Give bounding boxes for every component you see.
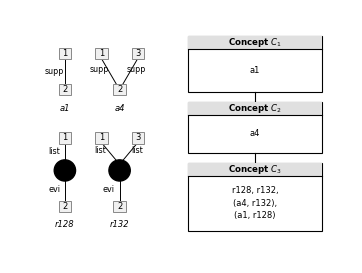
FancyBboxPatch shape [132,132,144,144]
FancyBboxPatch shape [95,132,108,144]
Bar [188,36,321,49]
Text: a1: a1 [250,66,260,75]
Text: 2: 2 [117,202,122,211]
FancyBboxPatch shape [132,48,144,60]
Ellipse shape [109,160,130,181]
Text: evi: evi [103,185,115,194]
Text: 3: 3 [135,49,140,58]
Text: a1: a1 [60,104,70,113]
Text: list: list [131,146,143,155]
Bar [188,163,321,176]
Text: supp: supp [89,65,109,74]
Bar [188,102,321,153]
Text: list: list [94,146,106,155]
Text: 1: 1 [99,49,104,58]
FancyBboxPatch shape [59,84,71,95]
FancyBboxPatch shape [95,48,108,60]
Text: a4: a4 [250,129,260,138]
FancyBboxPatch shape [113,200,126,212]
FancyBboxPatch shape [59,48,71,60]
Text: r132: r132 [110,219,129,229]
Text: r128: r128 [55,219,75,229]
Text: Concept $C_1$: Concept $C_1$ [228,36,282,49]
FancyBboxPatch shape [113,84,126,95]
Text: 2: 2 [117,85,122,94]
Text: Concept $C_3$: Concept $C_3$ [228,163,282,176]
Text: list: list [49,147,60,156]
Text: Concept $C_2$: Concept $C_2$ [228,102,282,115]
Text: r128, r132,
(a4, r132),
(a1, r128): r128, r132, (a4, r132), (a1, r128) [232,186,278,221]
FancyBboxPatch shape [59,200,71,212]
Text: 1: 1 [62,49,68,58]
Text: supp: supp [127,65,146,74]
Text: 2: 2 [62,85,68,94]
Text: 1: 1 [62,133,68,142]
Text: a4: a4 [114,104,125,113]
Bar [188,163,321,231]
Text: supp: supp [45,67,64,76]
Bar [188,102,321,115]
FancyBboxPatch shape [59,132,71,144]
Text: evi: evi [48,185,60,194]
Text: 2: 2 [62,202,68,211]
Text: 1: 1 [99,133,104,142]
Ellipse shape [54,160,76,181]
Text: 3: 3 [135,133,140,142]
Bar [188,36,321,92]
